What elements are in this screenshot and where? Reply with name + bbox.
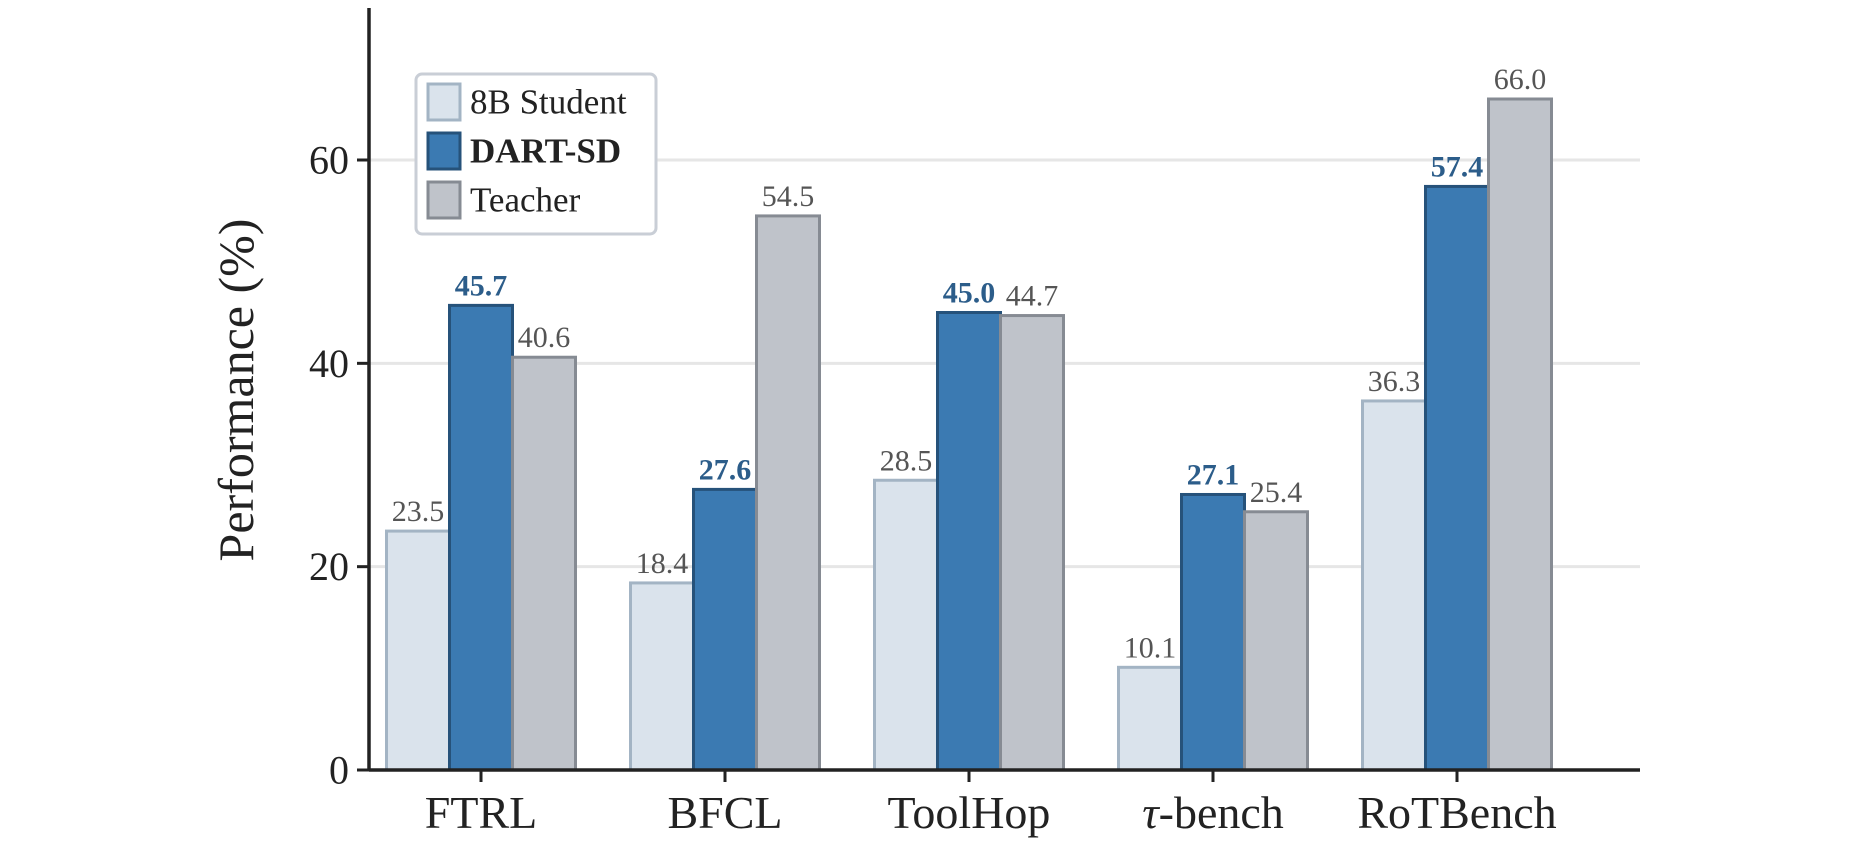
x-tick-label: ToolHop xyxy=(888,787,1051,838)
data-label: 28.5 xyxy=(880,444,933,477)
data-label: 27.1 xyxy=(1187,458,1240,491)
legend-swatch xyxy=(426,131,462,171)
data-label: 57.4 xyxy=(1431,150,1484,183)
x-tick-label: BFCL xyxy=(667,787,782,838)
y-tick-label: 40 xyxy=(309,341,349,386)
bar xyxy=(511,355,577,772)
legend-label: Teacher xyxy=(470,181,581,220)
value-labels: 23.5 45.7 40.6 18.4 27.6 54.5 28.5 45.0 44.7 10.1… xyxy=(392,63,1547,664)
bar xyxy=(936,311,1002,772)
data-label: 25.4 xyxy=(1250,476,1303,509)
data-label: 23.5 xyxy=(392,495,445,528)
legend: 8B Student DART-SD Teacher xyxy=(414,72,658,236)
data-label: 45.7 xyxy=(455,269,508,302)
data-label: 18.4 xyxy=(636,547,689,580)
y-tick-label: 60 xyxy=(309,138,349,183)
bar xyxy=(1117,665,1183,772)
legend-box xyxy=(414,72,658,236)
bar xyxy=(1424,184,1490,772)
x-tick-label: FTRL xyxy=(425,787,537,838)
bar xyxy=(385,529,451,772)
bar xyxy=(755,214,821,772)
y-tick-label: 0 xyxy=(329,748,349,793)
bars xyxy=(385,97,1553,772)
legend-label: DART-SD xyxy=(470,132,621,171)
data-label: 40.6 xyxy=(518,321,571,354)
bar xyxy=(999,314,1065,772)
data-label: 27.6 xyxy=(699,453,752,486)
y-axis-title: Performance (%) xyxy=(208,219,264,562)
data-label: 36.3 xyxy=(1368,365,1421,398)
data-label: 66.0 xyxy=(1494,63,1547,96)
legend-swatch xyxy=(426,82,462,122)
bar xyxy=(1180,492,1246,772)
bar xyxy=(1487,97,1553,772)
bar xyxy=(629,581,695,772)
axes: 0 20 40 60 FTRL BFCL ToolHop τ-bench RoTBench xyxy=(309,8,1640,838)
y-tick-label: 20 xyxy=(309,544,349,589)
data-label: 45.0 xyxy=(943,277,996,310)
x-tick-label: RoTBench xyxy=(1357,787,1556,838)
data-label: 44.7 xyxy=(1006,280,1059,313)
data-label: 54.5 xyxy=(762,180,815,213)
bar xyxy=(1361,399,1427,772)
bar xyxy=(1243,510,1309,772)
legend-label: 8B Student xyxy=(470,83,627,122)
bar xyxy=(692,487,758,772)
bar xyxy=(448,303,514,772)
x-tick-label: τ-bench xyxy=(1142,787,1284,838)
data-label: 10.1 xyxy=(1124,631,1177,664)
legend-swatch xyxy=(426,180,462,220)
bar xyxy=(873,478,939,772)
